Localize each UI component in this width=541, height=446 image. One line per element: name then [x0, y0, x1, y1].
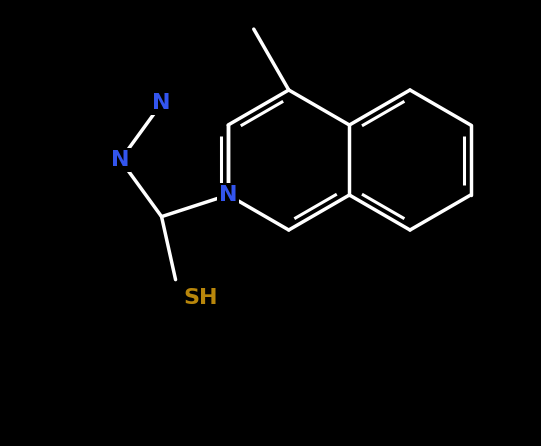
- Text: N: N: [219, 185, 237, 205]
- Text: SH: SH: [183, 288, 218, 308]
- Text: N: N: [153, 93, 171, 113]
- Text: N: N: [111, 150, 130, 170]
